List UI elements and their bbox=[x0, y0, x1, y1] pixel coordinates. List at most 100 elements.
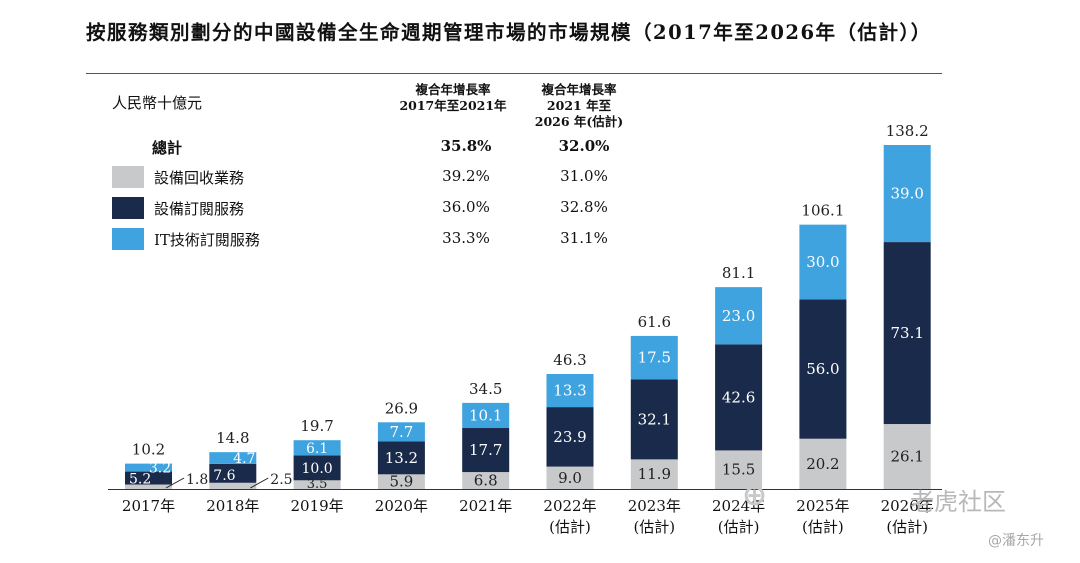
bar-segment-it-subscription bbox=[462, 402, 510, 429]
label-recycling: 15.5 bbox=[722, 461, 755, 479]
legend-recycling-cagr1: 39.2% bbox=[442, 167, 490, 185]
x-tick-label: 2018年 bbox=[206, 497, 259, 515]
label-subscription: 32.1 bbox=[638, 410, 671, 428]
bar-segment-it-subscription bbox=[715, 287, 763, 345]
label-recycling: 6.8 bbox=[474, 472, 498, 490]
label-total: 106.1 bbox=[801, 202, 844, 220]
label-it-subscription: 6.1 bbox=[306, 441, 328, 457]
bar-segment-subscription bbox=[883, 242, 931, 425]
label-subscription: 7.6 bbox=[213, 468, 235, 484]
legend-it-subscription-label: IT技術訂閱服務 bbox=[154, 231, 260, 249]
bar-segment-it-subscription bbox=[377, 422, 425, 442]
chart-title: 按服務類別劃分的中國設備全生命週期管理市場的市場規模（2017年至2026年（估… bbox=[86, 21, 932, 44]
legend-it-subscription-cagr1: 33.3% bbox=[442, 229, 490, 247]
cagr-header-2021-2026: 複合年增長率 2021 年至 2026 年(估計) bbox=[524, 82, 634, 130]
x-tick-label: 2026年 bbox=[881, 497, 934, 515]
bar-segment-recycling bbox=[293, 480, 341, 489]
label-it-subscription: 3.2 bbox=[149, 461, 171, 477]
bar-segment-subscription bbox=[462, 428, 510, 473]
legend-row-recycling: 設備回收業務 39.2% 31.0% bbox=[112, 166, 632, 190]
legend-total-label: 總計 bbox=[152, 139, 183, 157]
watermark-author: @潘东升 bbox=[988, 533, 1044, 549]
x-tick-label: 2019年 bbox=[291, 497, 344, 515]
label-total: 10.2 bbox=[132, 441, 165, 459]
bar-segment-it-subscription bbox=[209, 452, 257, 464]
bar-segment-recycling bbox=[546, 466, 594, 489]
label-subscription: 56.0 bbox=[806, 360, 839, 378]
bar-segment-recycling bbox=[799, 438, 847, 489]
bar-segment-subscription bbox=[377, 441, 425, 475]
bar-segment-recycling bbox=[630, 459, 678, 489]
x-tick-label: 2023年 bbox=[628, 497, 681, 515]
label-subscription: 17.7 bbox=[469, 441, 502, 459]
cagr-header-1-line1: 複合年增長率 bbox=[415, 82, 491, 97]
bar-segment-subscription bbox=[546, 407, 594, 467]
x-tick-label: (估計) bbox=[802, 518, 844, 536]
label-subscription: 23.9 bbox=[553, 428, 586, 446]
label-it-subscription: 13.3 bbox=[553, 382, 586, 400]
title-rule bbox=[86, 73, 942, 74]
legend-total-cagr1: 35.8% bbox=[440, 137, 492, 155]
bar-segment-recycling bbox=[883, 424, 931, 489]
x-tick-label: (估計) bbox=[718, 518, 760, 536]
x-tick-label: (估計) bbox=[886, 518, 928, 536]
x-tick-label: (估計) bbox=[633, 518, 675, 536]
leader-line bbox=[250, 477, 269, 489]
legend-total-cagr2: 32.0% bbox=[558, 137, 610, 155]
cagr-header-1-line2: 2017年至2021年 bbox=[399, 98, 507, 113]
cagr-header-2-line1: 複合年增長率 bbox=[541, 82, 617, 97]
legend-recycling-label: 設備回收業務 bbox=[154, 169, 245, 187]
x-tick-label: (估計) bbox=[549, 518, 591, 536]
bar-segment-recycling bbox=[377, 474, 425, 489]
legend-subscription-label: 設備訂閱服務 bbox=[154, 200, 245, 218]
bar-segment-recycling bbox=[125, 484, 172, 489]
label-recycling: 26.1 bbox=[890, 448, 923, 466]
x-tick-label: 2024年 bbox=[712, 497, 765, 515]
label-total: 138.2 bbox=[886, 122, 929, 140]
bar-segment-subscription bbox=[799, 299, 847, 439]
bar-segment-it-subscription bbox=[630, 335, 678, 380]
bar-segment-it-subscription bbox=[883, 145, 931, 243]
bar-segment-subscription bbox=[293, 455, 341, 481]
legend-row-total: 總計 35.8% 32.0% bbox=[112, 136, 632, 160]
label-total: 46.3 bbox=[553, 351, 586, 369]
leader-line bbox=[165, 477, 185, 489]
legend-it-subscription-cagr2: 31.1% bbox=[560, 229, 608, 247]
label-recycling: 2.5 bbox=[270, 472, 292, 488]
label-subscription: 73.1 bbox=[890, 324, 923, 342]
label-it-subscription: 10.1 bbox=[469, 406, 502, 424]
watermark-logo-text: 老虎社区 bbox=[910, 488, 1006, 516]
label-total: 19.7 bbox=[300, 417, 333, 435]
bar-segment-it-subscription bbox=[125, 463, 172, 472]
cagr-header-2017-2021: 複合年增長率 2017年至2021年 bbox=[398, 82, 508, 114]
label-recycling: 20.2 bbox=[806, 455, 839, 473]
x-tick-label: 2022年 bbox=[543, 497, 596, 515]
label-total: 26.9 bbox=[385, 399, 418, 417]
x-tick-label: 2021年 bbox=[459, 497, 512, 515]
label-recycling: 5.9 bbox=[389, 473, 413, 491]
cagr-header-2-line2: 2021 年至 bbox=[546, 98, 612, 113]
legend-swatch-subscription bbox=[112, 197, 144, 219]
label-it-subscription: 17.5 bbox=[638, 349, 671, 367]
bar-segment-it-subscription bbox=[546, 374, 594, 408]
bar-segment-it-subscription bbox=[799, 224, 847, 300]
unit-label: 人民幣十億元 bbox=[112, 94, 203, 112]
bar-segment-recycling bbox=[209, 482, 257, 489]
label-it-subscription: 4.7 bbox=[233, 451, 255, 467]
bar-segment-subscription bbox=[630, 379, 678, 460]
bar-segment-subscription bbox=[125, 471, 172, 485]
label-total: 81.1 bbox=[722, 264, 755, 282]
bar-segment-subscription bbox=[209, 463, 257, 483]
label-total: 14.8 bbox=[216, 429, 249, 447]
label-subscription: 42.6 bbox=[722, 388, 755, 406]
label-total: 61.6 bbox=[638, 313, 671, 331]
bar-segment-subscription bbox=[715, 344, 763, 451]
label-it-subscription: 7.7 bbox=[389, 423, 413, 441]
label-recycling: 3.5 bbox=[307, 477, 328, 492]
x-tick-label: 2025年 bbox=[796, 497, 849, 515]
label-subscription: 5.2 bbox=[129, 472, 151, 488]
legend-recycling-cagr2: 31.0% bbox=[560, 167, 608, 185]
cagr-header-2-line3: 2026 年(估計) bbox=[534, 114, 624, 129]
label-it-subscription: 23.0 bbox=[722, 307, 755, 325]
